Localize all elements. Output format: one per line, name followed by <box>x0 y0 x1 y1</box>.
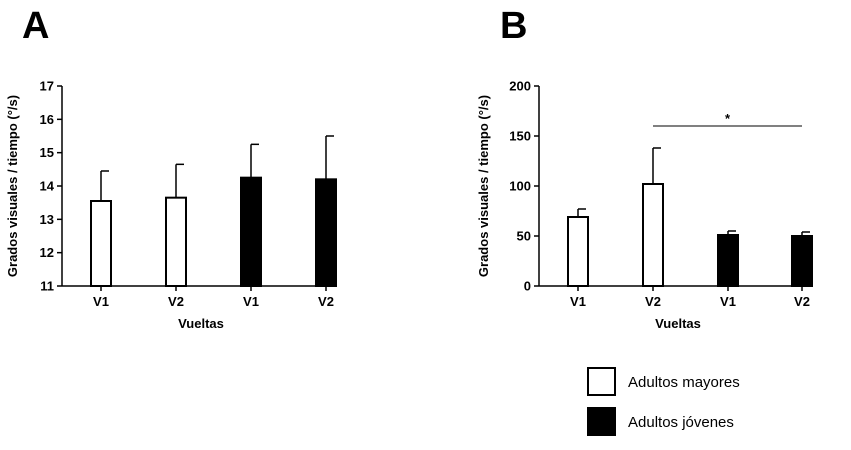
legend-label: Adultos jóvenes <box>628 414 734 431</box>
y-axis-label: Grados visuales / tiempo (°/s) <box>5 95 20 277</box>
x-tick-label: V2 <box>794 294 810 309</box>
panel-letter: A <box>22 5 49 47</box>
legend: Adultos mayores Adultos jóvenes <box>587 367 740 436</box>
y-tick-label: 100 <box>509 179 531 194</box>
y-tick-label: 150 <box>509 129 531 144</box>
y-tick-label: 50 <box>517 229 531 244</box>
x-tick-label: V1 <box>720 294 736 309</box>
legend-label: Adultos mayores <box>628 374 740 391</box>
panel-letter: B <box>500 5 527 47</box>
y-tick-label: 13 <box>40 212 54 227</box>
y-axis-label: Grados visuales / tiempo (°/s) <box>476 95 491 277</box>
bar <box>90 200 112 287</box>
y-tick-label: 12 <box>40 245 54 260</box>
y-tick-label: 15 <box>40 145 54 160</box>
y-tick-label: 11 <box>40 279 54 294</box>
bar <box>240 176 262 288</box>
x-tick-label: V2 <box>318 294 334 309</box>
y-tick-label: 0 <box>524 279 531 294</box>
x-tick-label: V2 <box>645 294 661 309</box>
significance-marker: * <box>725 111 731 126</box>
y-tick-label: 17 <box>40 79 54 94</box>
x-tick-label: V2 <box>168 294 184 309</box>
panel-a: A 11 12 13 14 15 16 17 V1 V2 V1 V2 Vueltas Grados vis… <box>5 5 337 331</box>
legend-swatch <box>587 367 616 396</box>
y-tick-label: 200 <box>509 79 531 94</box>
bar <box>315 178 337 287</box>
x-axis-label: Vueltas <box>655 316 701 331</box>
x-tick-label: V1 <box>243 294 259 309</box>
x-tick-label: V1 <box>93 294 109 309</box>
y-tick-label: 16 <box>40 112 54 127</box>
y-tick-label: 14 <box>40 179 55 194</box>
bar <box>165 196 187 288</box>
bar <box>642 183 664 287</box>
legend-swatch <box>587 407 616 436</box>
x-axis-label: Vueltas <box>178 316 224 331</box>
x-tick-label: V1 <box>570 294 586 309</box>
bar <box>717 234 739 287</box>
panel-b: B 0 50 100 150 200 V1 V2 V1 V2 Vueltas Grados visua… <box>476 5 813 331</box>
bar <box>567 216 589 287</box>
bar <box>791 235 813 287</box>
